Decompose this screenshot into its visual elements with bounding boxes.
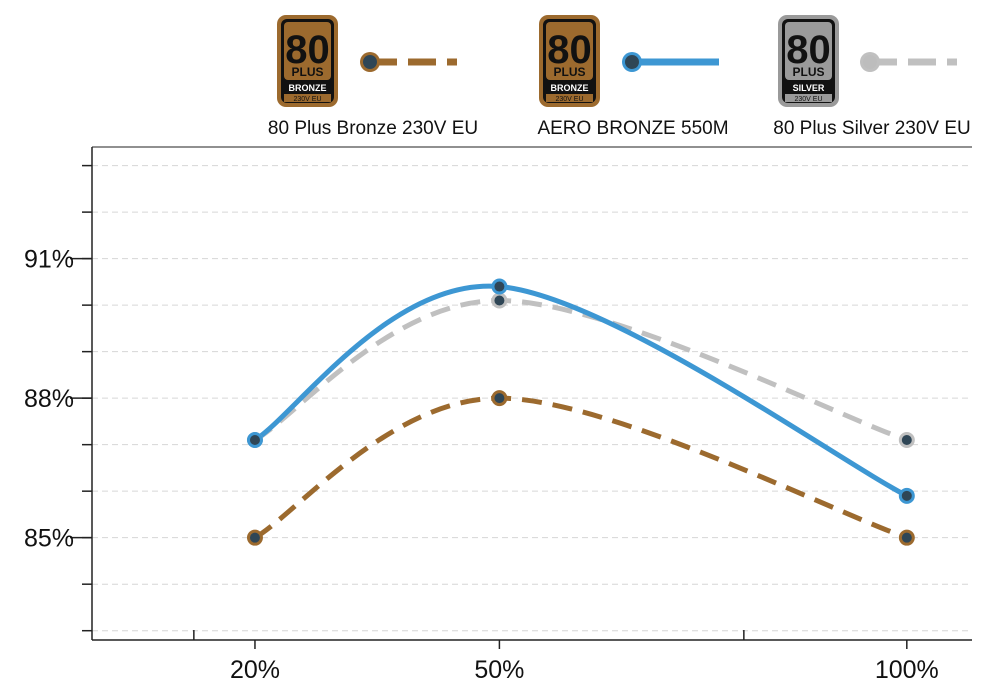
badge-face xyxy=(284,22,331,80)
series-line xyxy=(253,283,908,499)
legend-marker-core xyxy=(863,55,877,69)
gridlines xyxy=(92,165,972,632)
data-point xyxy=(491,292,508,309)
axes xyxy=(91,146,972,641)
badge-face xyxy=(785,22,832,80)
data-point xyxy=(491,278,508,295)
legend-label: AERO BRONZE 550M xyxy=(537,118,728,139)
series-points xyxy=(246,278,915,546)
x-tick-label: 20% xyxy=(230,656,280,684)
y-tick-label: 91% xyxy=(24,246,74,274)
badge-plus: PLUS xyxy=(553,65,585,79)
series-line xyxy=(253,395,908,541)
data-point xyxy=(491,390,508,407)
data-point xyxy=(898,487,915,504)
badge-tier: SILVER xyxy=(793,83,825,93)
y-tick-label: 85% xyxy=(24,525,74,553)
data-point xyxy=(898,529,915,546)
legend-label: 80 Plus Bronze 230V EU xyxy=(268,118,478,139)
badge-plus: PLUS xyxy=(792,65,824,79)
badge-tier: BRONZE xyxy=(289,83,327,93)
badge-region: 230V EU xyxy=(293,96,321,103)
badge-number: 80 xyxy=(786,28,831,72)
x-tick-label: 100% xyxy=(875,656,939,684)
badge-region: 230V EU xyxy=(794,96,822,103)
data-point xyxy=(898,432,915,449)
badge-region: 230V EU xyxy=(555,96,583,103)
badge-region-band xyxy=(284,94,331,102)
y-tick-label: 88% xyxy=(24,385,74,413)
badge-region-band xyxy=(546,94,593,102)
badge-number: 80 xyxy=(285,28,330,72)
y-ticks: 85% 88% 91% xyxy=(24,164,92,632)
badge-face xyxy=(546,22,593,80)
series-line xyxy=(253,297,908,443)
series-lines xyxy=(253,283,908,541)
data-point xyxy=(246,432,263,449)
badge-plus: PLUS xyxy=(291,65,323,79)
badge-number: 80 xyxy=(547,28,592,72)
legend-marker-core xyxy=(625,55,639,69)
legend-marker-core xyxy=(363,55,377,69)
x-ticks: 20% 50% 100% xyxy=(193,630,939,684)
data-point xyxy=(246,529,263,546)
legend-label: 80 Plus Silver 230V EU xyxy=(773,118,971,139)
x-tick-label: 50% xyxy=(474,656,524,684)
badge-tier: BRONZE xyxy=(551,83,589,93)
badge-region-band xyxy=(785,94,832,102)
